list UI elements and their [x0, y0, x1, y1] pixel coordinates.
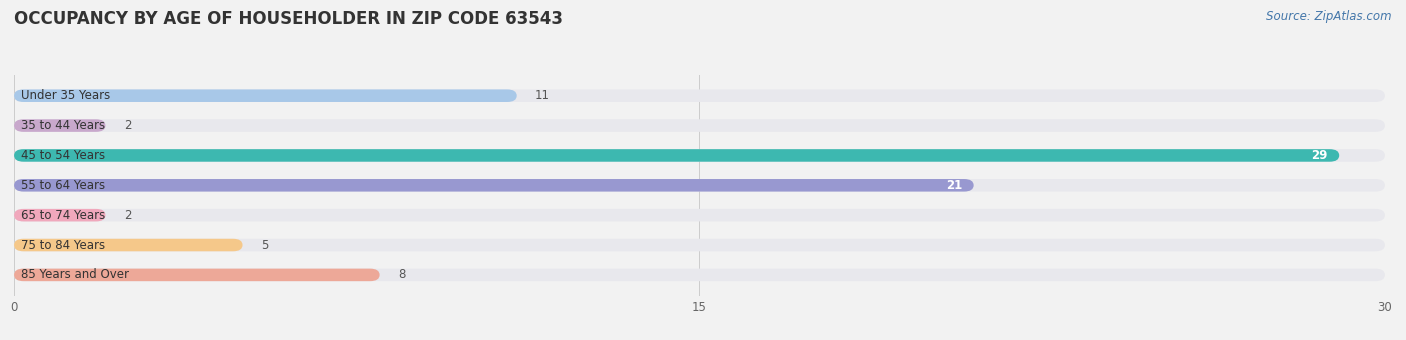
Text: 29: 29 — [1312, 149, 1327, 162]
FancyBboxPatch shape — [14, 269, 380, 281]
Text: 75 to 84 Years: 75 to 84 Years — [21, 239, 105, 252]
FancyBboxPatch shape — [14, 149, 1340, 162]
FancyBboxPatch shape — [14, 269, 1385, 281]
Text: Under 35 Years: Under 35 Years — [21, 89, 110, 102]
FancyBboxPatch shape — [14, 209, 105, 221]
Text: 8: 8 — [398, 268, 405, 282]
Text: 45 to 54 Years: 45 to 54 Years — [21, 149, 105, 162]
Text: 55 to 64 Years: 55 to 64 Years — [21, 179, 105, 192]
FancyBboxPatch shape — [14, 209, 1385, 221]
Text: 35 to 44 Years: 35 to 44 Years — [21, 119, 105, 132]
FancyBboxPatch shape — [14, 179, 974, 191]
FancyBboxPatch shape — [14, 239, 243, 251]
FancyBboxPatch shape — [14, 119, 105, 132]
FancyBboxPatch shape — [14, 239, 1385, 251]
Text: 2: 2 — [124, 119, 131, 132]
Text: 5: 5 — [262, 239, 269, 252]
Text: 2: 2 — [124, 209, 131, 222]
FancyBboxPatch shape — [14, 149, 1385, 162]
Text: 85 Years and Over: 85 Years and Over — [21, 268, 129, 282]
FancyBboxPatch shape — [14, 179, 1385, 191]
Text: OCCUPANCY BY AGE OF HOUSEHOLDER IN ZIP CODE 63543: OCCUPANCY BY AGE OF HOUSEHOLDER IN ZIP C… — [14, 10, 562, 28]
Text: 65 to 74 Years: 65 to 74 Years — [21, 209, 105, 222]
Text: 21: 21 — [946, 179, 962, 192]
FancyBboxPatch shape — [14, 119, 1385, 132]
Text: 11: 11 — [536, 89, 550, 102]
FancyBboxPatch shape — [14, 89, 517, 102]
Text: Source: ZipAtlas.com: Source: ZipAtlas.com — [1267, 10, 1392, 23]
FancyBboxPatch shape — [14, 89, 1385, 102]
